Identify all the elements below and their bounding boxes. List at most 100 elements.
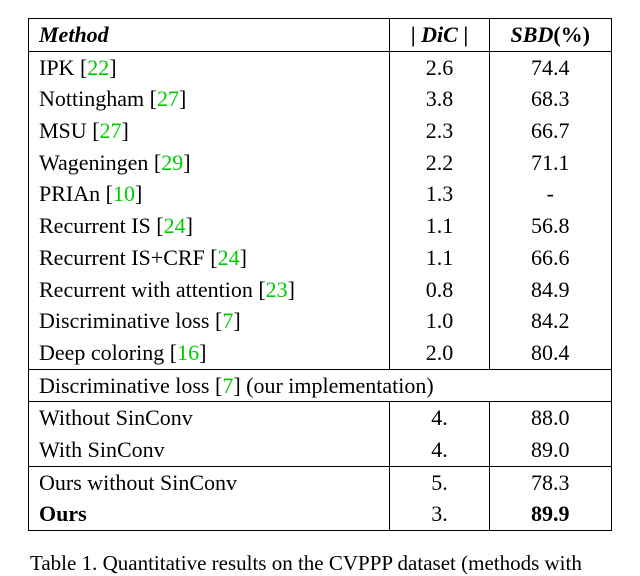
dic-cell: 3.8 xyxy=(390,83,489,115)
sbd-cell: 68.3 xyxy=(489,83,611,115)
method-cell: Deep coloring [16] xyxy=(29,337,390,369)
col-header-method: Method xyxy=(29,19,390,52)
method-cell: Discriminative loss [7] xyxy=(29,305,390,337)
table-row: With SinConv 4.89.0 xyxy=(29,434,612,466)
table-header-row: Method | DiC | SBD(%) xyxy=(29,19,612,52)
method-name: Recurrent with attention xyxy=(39,277,253,302)
method-cell: Recurrent IS [24] xyxy=(29,210,390,242)
table-row: Wageningen [29]2.271.1 xyxy=(29,147,612,179)
dic-cell: 2.2 xyxy=(390,147,489,179)
table-row: Ours 3.89.9 xyxy=(29,498,612,530)
method-name: With SinConv xyxy=(39,437,165,462)
table-row: Recurrent with attention [23]0.884.9 xyxy=(29,274,612,306)
method-cell: Wageningen [29] xyxy=(29,147,390,179)
rows-bot: Ours without SinConv 5.78.3 Ours 3.89.9 xyxy=(29,466,612,530)
page: Method | DiC | SBD(%) IPK [22]2.674.4Not… xyxy=(0,0,640,565)
sbd-cell: 89.0 xyxy=(489,434,611,466)
method-cell: MSU [27] xyxy=(29,115,390,147)
impl-cell: Discriminative loss [7] (our implementat… xyxy=(29,369,612,402)
citation-ref: 7 xyxy=(222,308,233,333)
citation-ref: 27 xyxy=(100,118,122,143)
citation-ref: 10 xyxy=(113,181,135,206)
method-cell: Ours xyxy=(29,498,390,530)
sbd-cell: 88.0 xyxy=(489,402,611,434)
method-cell: PRIAn [10] xyxy=(29,178,390,210)
rows-top: IPK [22]2.674.4Nottingham [27]3.868.3MSU… xyxy=(29,51,612,369)
dic-cell: 1.1 xyxy=(390,210,489,242)
dic-cell: 4. xyxy=(390,434,489,466)
table-row: Recurrent IS+CRF [24]1.166.6 xyxy=(29,242,612,274)
sbd-cell: 66.6 xyxy=(489,242,611,274)
impl-row: Discriminative loss [7] (our implementat… xyxy=(29,369,612,402)
sbd-cell: 66.7 xyxy=(489,115,611,147)
table-row: PRIAn [10]1.3- xyxy=(29,178,612,210)
dic-open: | xyxy=(411,22,421,47)
method-cell: Nottingham [27] xyxy=(29,83,390,115)
method-cell: Ours without SinConv xyxy=(29,466,390,498)
sbd-cell: 78.3 xyxy=(489,466,611,498)
sbd-close: (%) xyxy=(553,22,590,47)
method-name: Deep coloring xyxy=(39,340,164,365)
dic-cell: 2.6 xyxy=(390,51,489,83)
table-row: MSU [27]2.366.7 xyxy=(29,115,612,147)
method-cell: Without SinConv xyxy=(29,402,390,434)
sbd-cell: 84.9 xyxy=(489,274,611,306)
sbd-cell: 84.2 xyxy=(489,305,611,337)
dic-cell: 1.0 xyxy=(390,305,489,337)
citation-ref: 22 xyxy=(87,55,109,80)
dic-cell: 2.0 xyxy=(390,337,489,369)
dic-cell: 4. xyxy=(390,402,489,434)
results-table: Method | DiC | SBD(%) IPK [22]2.674.4Not… xyxy=(28,18,612,531)
dic-cell: 1.3 xyxy=(390,178,489,210)
col-header-dic: | DiC | xyxy=(390,19,489,52)
method-name: Ours without SinConv xyxy=(39,470,237,495)
sbd-cell: 71.1 xyxy=(489,147,611,179)
sbd-cell: 56.8 xyxy=(489,210,611,242)
citation-ref: 16 xyxy=(177,340,199,365)
sbd-cell: - xyxy=(489,178,611,210)
sbd-mid: SBD xyxy=(511,22,554,47)
table-row: Ours without SinConv 5.78.3 xyxy=(29,466,612,498)
sbd-cell: 74.4 xyxy=(489,51,611,83)
citation-ref: 23 xyxy=(266,277,288,302)
table-row: IPK [22]2.674.4 xyxy=(29,51,612,83)
col-header-sbd: SBD(%) xyxy=(489,19,611,52)
method-name: IPK xyxy=(39,55,74,80)
dic-cell: 0.8 xyxy=(390,274,489,306)
table-row: Discriminative loss [7]1.084.2 xyxy=(29,305,612,337)
method-name: Nottingham xyxy=(39,86,144,111)
impl-name: Discriminative loss xyxy=(39,373,209,398)
method-cell: Recurrent IS+CRF [24] xyxy=(29,242,390,274)
table-row: Deep coloring [16]2.080.4 xyxy=(29,337,612,369)
dic-cell: 5. xyxy=(390,466,489,498)
method-name: Wageningen xyxy=(39,150,148,175)
dic-mid: DiC xyxy=(421,22,458,47)
impl-suffix: (our implementation) xyxy=(241,373,434,398)
citation-ref: 24 xyxy=(164,213,186,238)
method-name: Ours xyxy=(39,501,87,526)
method-name: MSU xyxy=(39,118,87,143)
citation-ref: 24 xyxy=(218,245,240,270)
method-name: Without SinConv xyxy=(39,405,193,430)
sbd-cell: 89.9 xyxy=(489,498,611,530)
method-name: Discriminative loss xyxy=(39,308,209,333)
sbd-cell: 80.4 xyxy=(489,337,611,369)
impl-bracket-close: ] xyxy=(233,373,240,398)
table-caption: Table 1. Quantitative results on the CVP… xyxy=(28,551,612,576)
citation-ref: 29 xyxy=(161,150,183,175)
table-row: Without SinConv 4.88.0 xyxy=(29,402,612,434)
caption-text: Quantitative results on the CVPPP datase… xyxy=(103,551,582,575)
dic-cell: 2.3 xyxy=(390,115,489,147)
citation-ref: 27 xyxy=(157,86,179,111)
method-cell: Recurrent with attention [23] xyxy=(29,274,390,306)
rows-mid: Without SinConv 4.88.0 With SinConv 4.89.0 xyxy=(29,402,612,466)
dic-close: | xyxy=(458,22,468,47)
method-cell: With SinConv xyxy=(29,434,390,466)
dic-cell: 1.1 xyxy=(390,242,489,274)
table-row: Nottingham [27]3.868.3 xyxy=(29,83,612,115)
caption-label: Table 1. xyxy=(30,551,103,575)
table-row: Recurrent IS [24]1.156.8 xyxy=(29,210,612,242)
dic-cell: 3. xyxy=(390,498,489,530)
impl-ref: 7 xyxy=(222,373,233,398)
method-name: PRIAn xyxy=(39,181,100,206)
